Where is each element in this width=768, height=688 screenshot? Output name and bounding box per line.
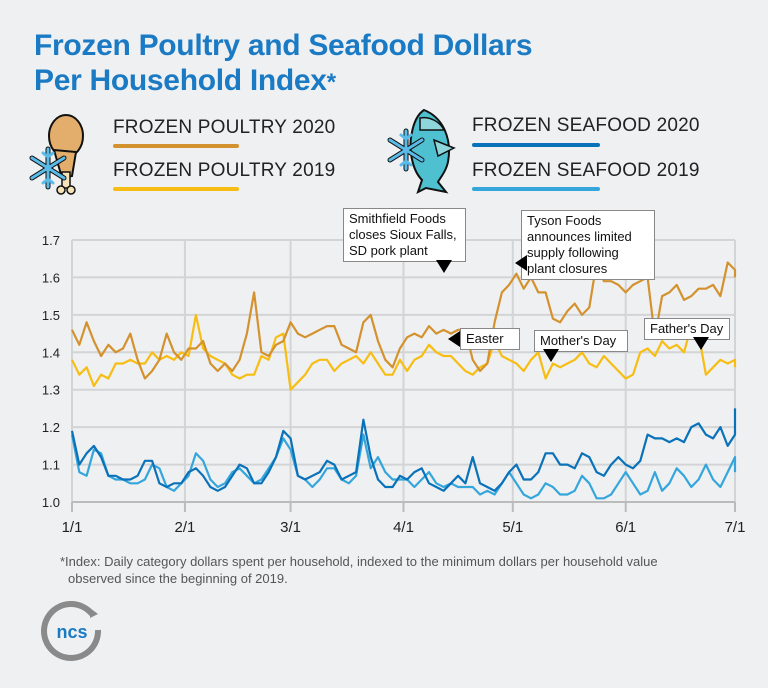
legend-poultry-2019-swatch [113,187,239,191]
annotation-tyson: Tyson Foods announces limited supply fol… [521,210,655,280]
annotation-smithfield-line-1: Smithfield Foods [349,211,446,226]
x-tick-label: 4/1 [393,519,414,536]
annotation-tyson-line-1: Tyson Foods [527,213,602,228]
annotation-smithfield-line-2: closes Sioux Falls, [349,227,457,242]
x-tick-label: 5/1 [502,519,523,536]
footnote-line-1: *Index: Daily category dollars spent per… [60,554,658,569]
series-line-frozen-seafood-2020 [70,408,737,492]
legend-seafood-2019: FROZEN SEAFOOD 2019 [472,160,700,181]
annotation-tyson-line-2: announces limited [527,229,632,244]
title-asterisk: * [326,69,336,96]
annotation-smithfield-line-3: SD pork plant [349,243,428,258]
annotation-tyson-line-3: supply following [527,245,619,260]
chart-axes: 1.0 1.1 1.2 1.3 1.4 1.5 1.6 1.7 1/1 2/1 3/1 4/1 5/1 6… [42,233,746,536]
line-chart: 1.0 1.1 1.2 1.3 1.4 1.5 1.6 1.7 1/1 2/1 3/1 4/1 5/1 6… [42,233,746,536]
fish-snowflake-icon [387,108,456,194]
title-line-2-text: Per Household Index [34,64,327,97]
y-tick-label: 1.7 [42,233,60,248]
series-line-frozen-poultry-2020 [71,261,737,380]
annotation-tyson-line-4: plant closures [527,261,608,276]
legend-poultry-2020-swatch [113,144,239,148]
legend-seafood-2020-swatch [472,143,600,147]
fish-icon [409,108,456,194]
y-tick-label: 1.0 [42,495,60,510]
legend-poultry-2020: FROZEN POULTRY 2020 [113,117,336,138]
chart-title: Frozen Poultry and Seafood Dollars Per H… [34,28,533,100]
x-tick-label: 3/1 [280,519,301,536]
title-line-1: Frozen Poultry and Seafood Dollars [34,29,533,62]
x-tick-label: 1/1 [62,519,83,536]
y-tick-label: 1.6 [42,270,60,285]
legend-seafood-2020: FROZEN SEAFOOD 2020 [472,115,700,136]
y-tick-label: 1.5 [42,308,60,323]
annotation-smithfield: Smithfield Foods closes Sioux Falls, SD … [343,208,466,262]
annotation-fathers-day-text: Father's Day [650,321,724,336]
footnote-line-2: observed since the beginning of 2019. [68,571,288,586]
series-line-frozen-poultry-2019 [71,313,737,391]
logo-text: ncs [56,622,87,642]
legend-seafood-2019-swatch [472,187,600,191]
chart-lines [70,261,737,500]
annotation-easter: Easter [460,328,520,350]
annotation-easter-text: Easter [466,331,504,346]
y-tick-label: 1.4 [42,345,60,360]
x-tick-label: 2/1 [174,519,195,536]
annotation-mothers-day: Mother's Day [534,330,628,352]
annotation-mothers-day-text: Mother's Day [540,333,617,348]
ncs-logo: ncs [41,601,102,661]
title-line-2: Per Household Index* [34,63,532,100]
x-tick-label: 7/1 [725,519,746,536]
legend-poultry-2019: FROZEN POULTRY 2019 [113,160,336,181]
chicken-drumstick-snowflake-icon [29,114,84,195]
y-tick-label: 1.3 [42,383,60,398]
y-tick-label: 1.1 [42,458,60,473]
footnote: *Index: Daily category dollars spent per… [60,553,740,587]
x-tick-label: 6/1 [615,519,636,536]
drumstick-icon [48,114,84,195]
y-tick-label: 1.2 [42,420,60,435]
annotation-fathers-day: Father's Day [644,318,730,340]
